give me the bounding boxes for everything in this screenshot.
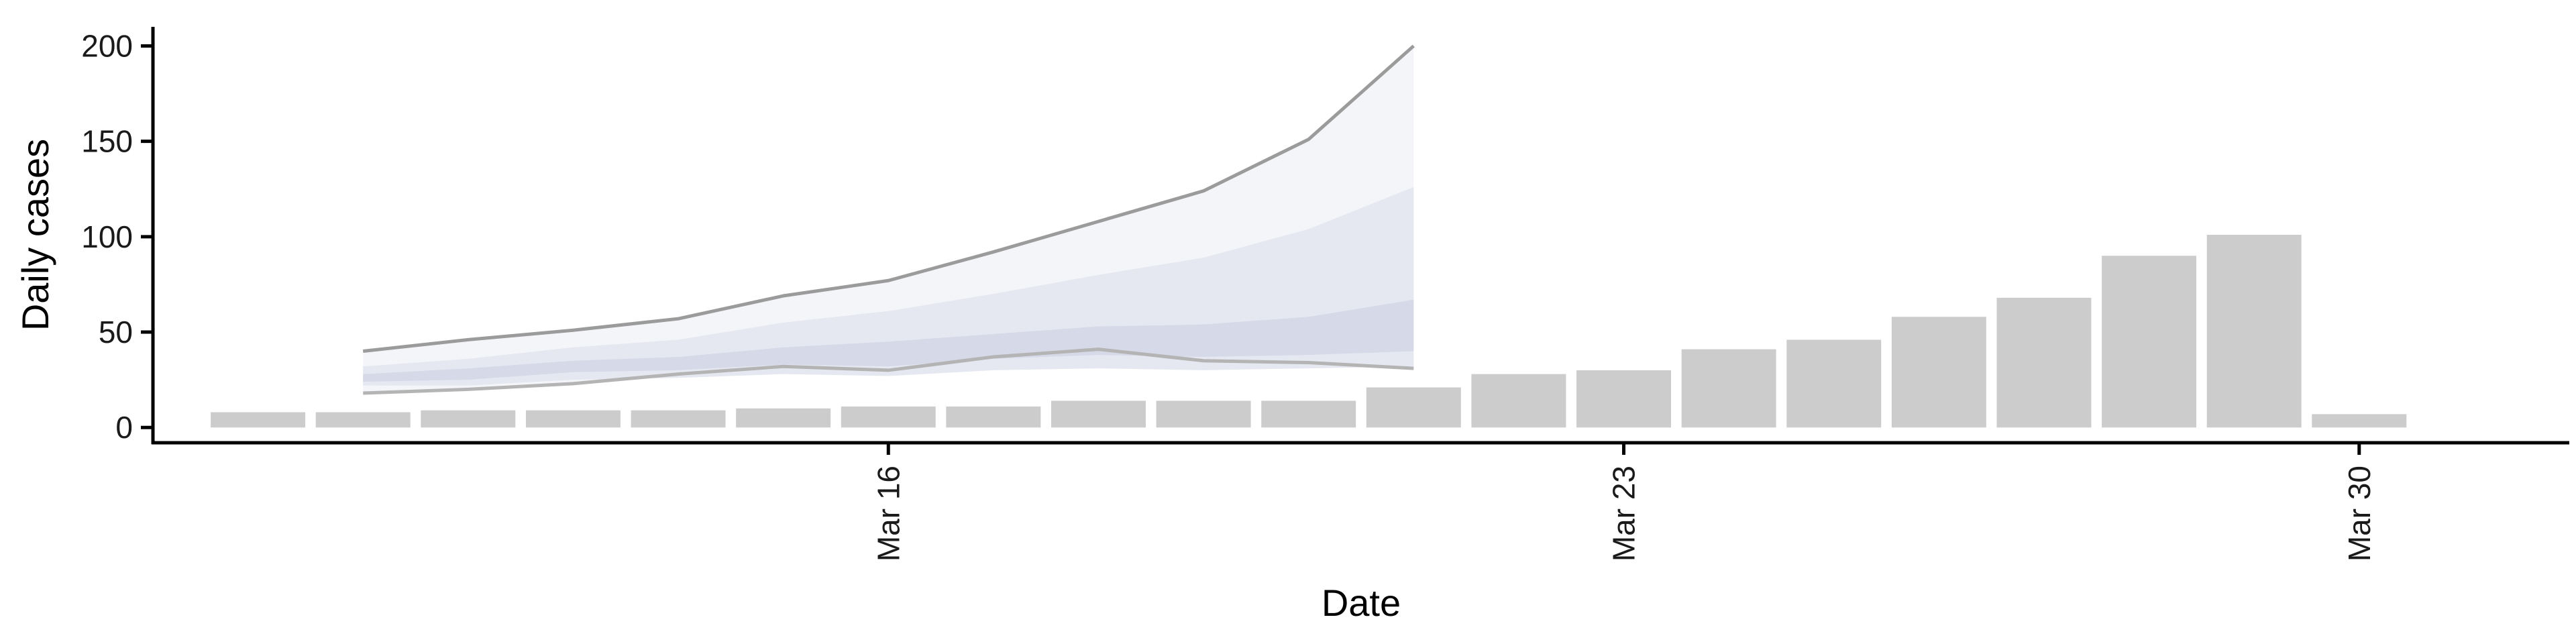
axes: 0 50 100 150 200 Mar 16 Mar 23 Mar 30: [81, 27, 2569, 561]
observed-bar: [2312, 414, 2407, 428]
x-tick-label: Mar 23: [1607, 466, 1642, 561]
forecast-bands: [363, 46, 1414, 394]
x-axis-ticks: Mar 16 Mar 23 Mar 30: [871, 443, 2377, 561]
x-tick-label: Mar 30: [2342, 466, 2377, 561]
y-axis-title: Daily cases: [14, 139, 56, 331]
observed-bar: [421, 410, 516, 428]
observed-bar: [315, 412, 411, 428]
y-tick-label: 50: [99, 315, 133, 350]
observed-bar: [946, 406, 1041, 428]
observed-bar: [1576, 370, 1671, 428]
observed-bar: [1891, 317, 1986, 428]
y-tick-label: 0: [115, 410, 133, 445]
forecast-band-20: [363, 299, 1414, 382]
y-tick-label: 100: [81, 219, 133, 254]
observed-bar: [1051, 400, 1146, 428]
x-axis-title: Date: [1322, 582, 1401, 624]
observed-bar: [841, 406, 936, 428]
y-tick-label: 150: [81, 124, 133, 159]
observed-bar: [211, 412, 306, 428]
observed-bar: [1366, 387, 1461, 428]
forecast-upper-line: [362, 44, 1415, 353]
observed-bar: [1156, 400, 1251, 428]
observed-bar: [1681, 349, 1776, 428]
observed-bar: [1996, 297, 2092, 428]
observed-bar: [631, 410, 726, 428]
y-tick-label: 200: [81, 28, 133, 63]
forecast-lower-line: [363, 347, 1414, 395]
forecast-lines: [362, 44, 1415, 395]
x-tick-label: Mar 16: [871, 466, 906, 561]
observed-bar: [1471, 374, 1566, 428]
observed-bar: [2102, 256, 2197, 428]
observed-bar: [1786, 339, 1882, 428]
observed-bar: [525, 410, 621, 428]
observed-bars: [211, 235, 2407, 428]
observed-bar: [2206, 235, 2302, 428]
observed-bar: [736, 408, 831, 428]
observed-bar: [1261, 400, 1356, 428]
y-axis-ticks: 0 50 100 150 200: [81, 28, 153, 445]
